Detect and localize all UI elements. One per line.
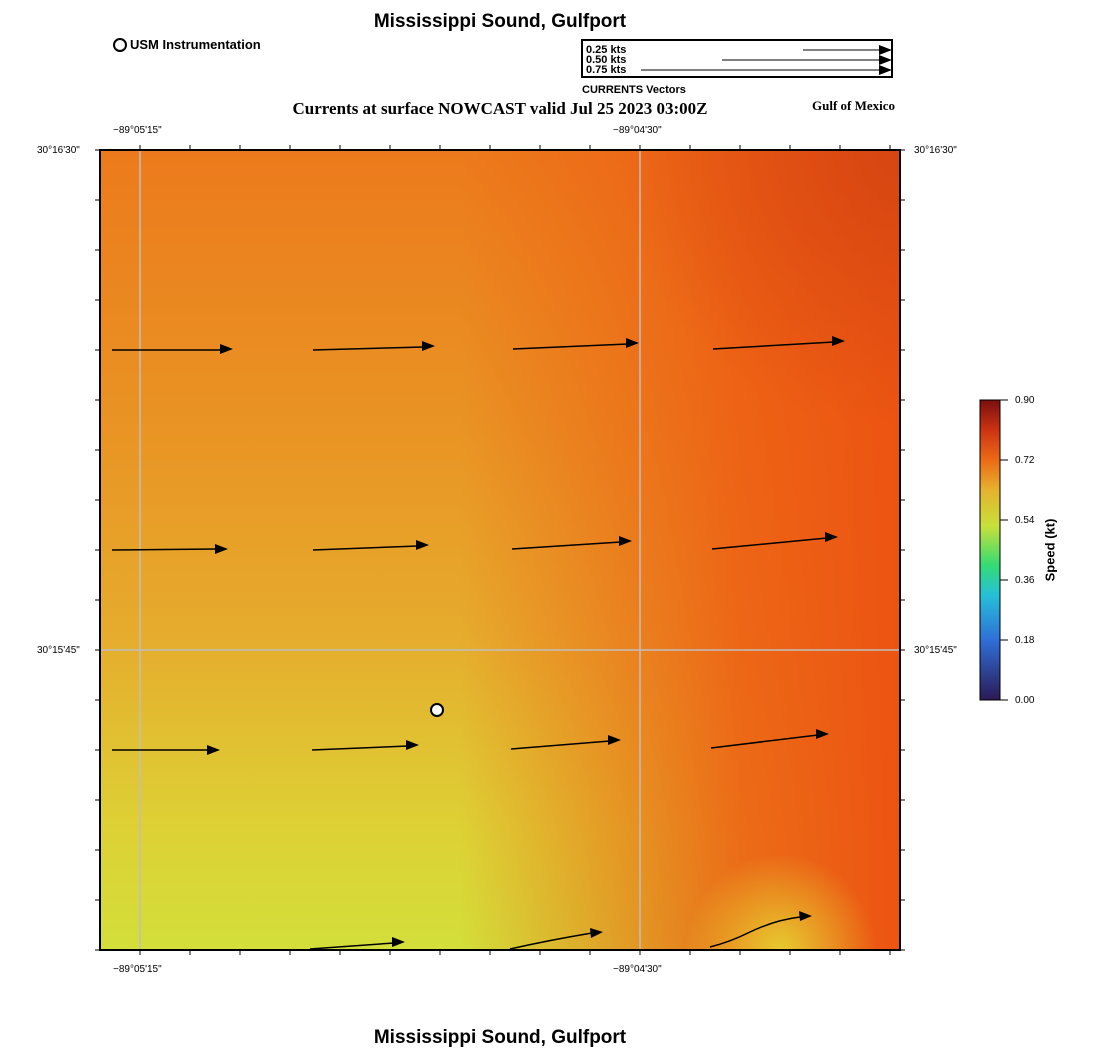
station-legend: USM Instrumentation (113, 37, 261, 52)
region-label: Gulf of Mexico (812, 98, 896, 113)
current-arrow (312, 540, 429, 551)
colorbar-tick-label: 0.36 (1015, 575, 1035, 586)
colorbar-ticks (1000, 399, 1008, 701)
vector-legend-arrows (641, 45, 892, 75)
current-arrow (112, 344, 233, 354)
colorbar-tick-label: 0.72 (1015, 455, 1035, 466)
current-arrow (509, 928, 603, 950)
current-arrow (309, 937, 405, 950)
vector-legend-label-2: 0.50 kts (586, 54, 627, 66)
current-arrow (712, 336, 845, 350)
legend-arrow-head-2 (879, 55, 892, 65)
current-arrow (711, 532, 838, 550)
current-arrow (511, 536, 632, 550)
current-arrow (709, 911, 812, 948)
speed-field-ne-max (100, 150, 900, 950)
lat-label-right-north: 30°16'30" (914, 145, 957, 156)
colorbar-ramp (979, 399, 1001, 701)
map-title-bottom: Mississippi Sound, Gulfport (373, 1027, 627, 1048)
current-arrow (510, 735, 621, 750)
current-vectors (111, 336, 845, 950)
map-frame (99, 149, 901, 951)
current-arrow (512, 338, 639, 350)
lon-label-top-west: −89°05'15" (113, 125, 162, 136)
colorbar-title: Speed (kt) (1042, 518, 1058, 582)
lat-label-left-south: 30°15'45" (37, 645, 80, 656)
station-circle-icon (113, 37, 127, 52)
legend-arrow-head-1 (879, 45, 892, 55)
vector-legend-box: 0.25 kts 0.50 kts 0.75 kts (581, 39, 893, 78)
colorbar-tick-label: 0.54 (1015, 515, 1035, 526)
map-title: Mississippi Sound, Gulfport (373, 11, 627, 32)
map-subtitle: Currents at surface NOWCAST valid Jul 25… (292, 99, 708, 118)
legend-arrow-head-3 (879, 65, 892, 75)
colorbar (979, 399, 1008, 701)
vector-legend-label-1: 0.25 kts (586, 44, 627, 56)
colorbar-tick-label: 0.18 (1015, 635, 1035, 646)
vector-legend-title: CURRENTS Vectors (582, 84, 686, 96)
vector-legend-label-3: 0.75 kts (586, 64, 627, 76)
lon-label-bottom-west: −89°05'15" (113, 964, 162, 975)
current-arrow (111, 544, 228, 554)
lon-label-top-east: −89°04'30" (613, 125, 662, 136)
lat-label-left-north: 30°16'30" (37, 145, 80, 156)
lat-label-right-south: 30°15'45" (914, 645, 957, 656)
current-arrow (312, 341, 435, 351)
station-legend-label: USM Instrumentation (130, 37, 261, 52)
usm-station-marker (430, 703, 444, 717)
lon-label-bottom-east: −89°04'30" (613, 964, 662, 975)
colorbar-tick-label: 0.90 (1015, 395, 1035, 406)
colorbar-tick-label: 0.00 (1015, 695, 1035, 706)
current-arrow (710, 729, 829, 749)
speed-field (100, 150, 900, 950)
current-arrow (311, 740, 419, 751)
current-arrow (112, 745, 220, 755)
